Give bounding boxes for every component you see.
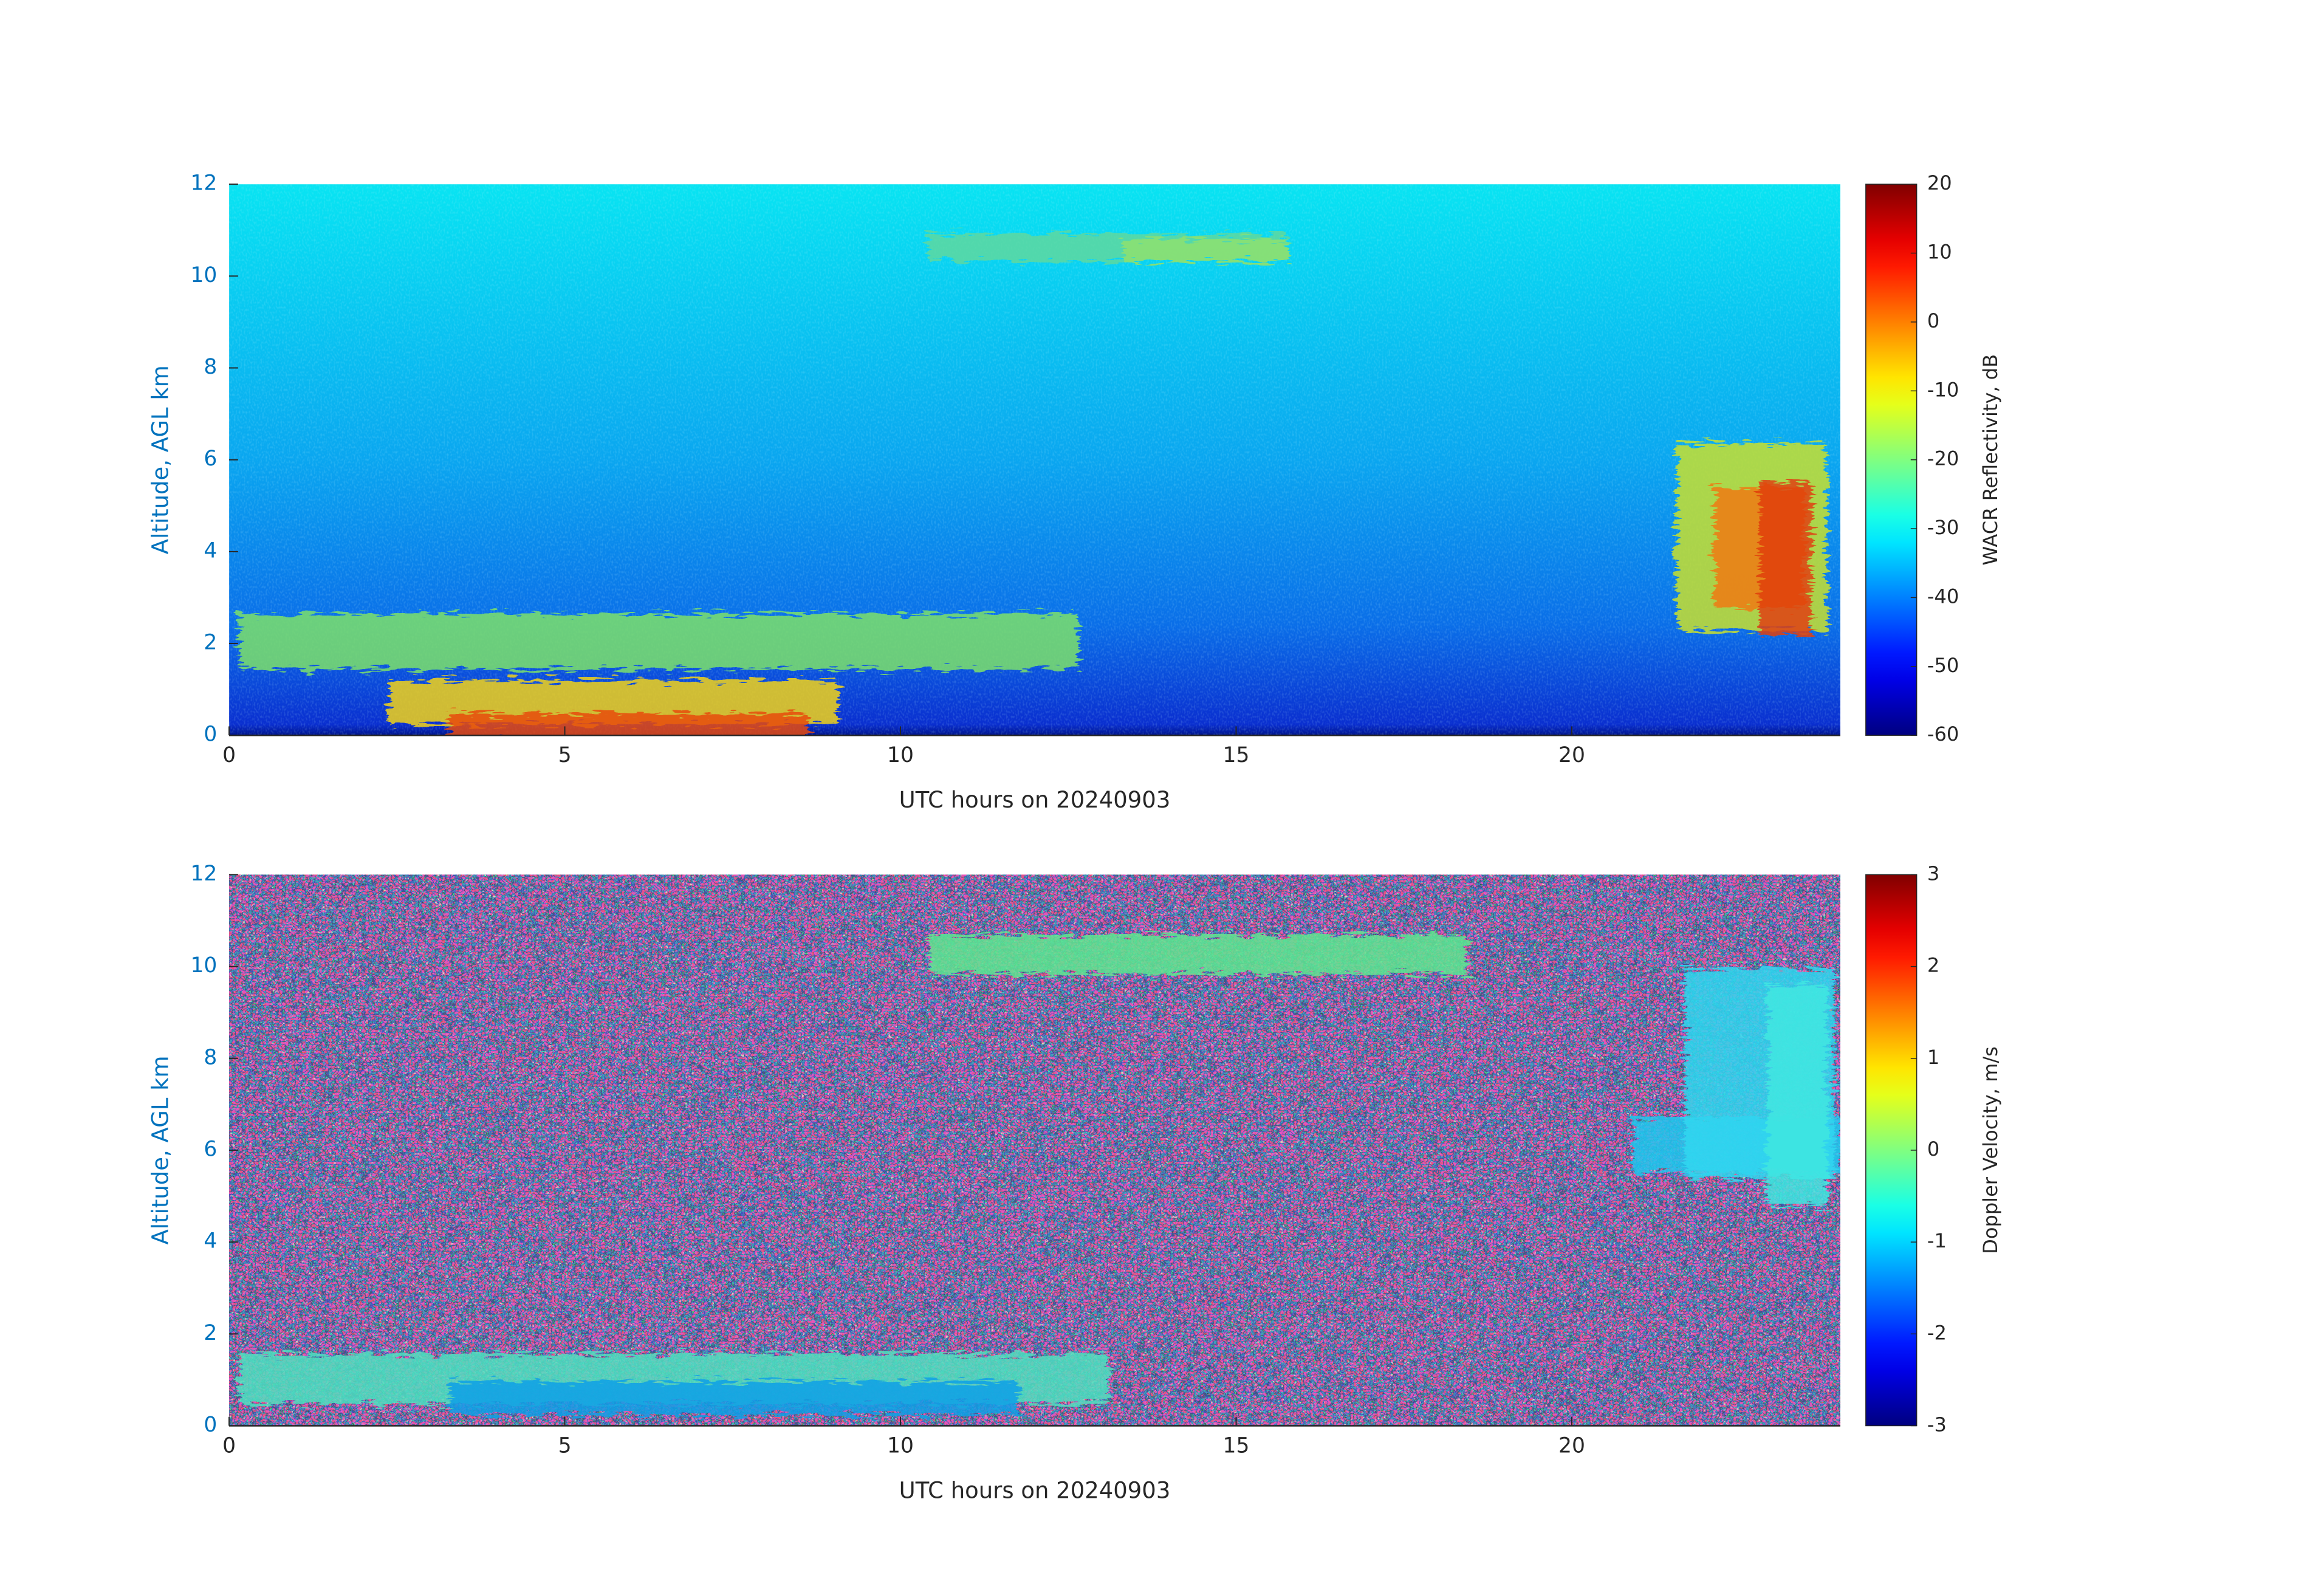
colorbar-label: WACR Reflectivity, dB [1979,354,2002,566]
cloud-patch [1123,239,1288,262]
colorbar-tick-label: -2 [1927,1321,1947,1344]
colorbar-tick-label: 10 [1927,241,1952,264]
heatmap [229,874,1840,1426]
x-tick-label: 5 [558,743,572,767]
colorbar-tick-label: -40 [1927,585,1959,608]
colorbar-tick-label: -60 [1927,722,1959,746]
heatmap [229,184,1840,736]
colorbar-tick-label: 0 [1927,309,1939,332]
x-tick-label: 10 [887,1433,914,1458]
cloud-patch [928,935,1468,974]
cloud-echo [239,233,1827,736]
y-tick-label: 4 [204,538,217,563]
y-tick-label: 8 [204,1045,217,1069]
x-tick-label: 20 [1558,743,1585,767]
x-tick-label: 15 [1223,1433,1250,1458]
x-tick-label: 10 [887,743,914,767]
y-tick-label: 12 [190,171,217,196]
y-axis-label: Altitude, AGL km [148,365,174,554]
colorbar-tick-label: 0 [1927,1137,1939,1161]
y-tick-label: 8 [204,355,217,379]
x-axis-label: UTC hours on 20240903 [899,1477,1171,1503]
y-tick-label: 6 [204,447,217,471]
y-tick-label: 12 [190,862,217,886]
colorbar-label: Doppler Velocity, m/s [1979,1046,2002,1254]
colorbar-tick-label: 1 [1927,1046,1939,1069]
cloud-patch [449,713,809,736]
y-tick-label: 10 [190,263,217,287]
x-tick-label: 15 [1223,743,1250,767]
x-tick-label: 0 [222,1433,236,1458]
y-tick-label: 0 [204,722,217,747]
colorbar-tick-label: -30 [1927,516,1959,539]
y-axis-label: Altitude, AGL km [148,1055,174,1244]
colorbar-tick-label: -10 [1927,378,1959,401]
x-axis-label: UTC hours on 20240903 [899,787,1171,813]
y-tick-label: 2 [204,631,217,655]
x-tick-label: 20 [1558,1433,1585,1458]
colorbar-tick-label: 2 [1927,954,1939,977]
y-tick-label: 0 [204,1413,217,1437]
x-tick-label: 0 [222,743,236,767]
colorbar-tick-label: -3 [1927,1413,1947,1436]
y-tick-label: 10 [190,953,217,978]
y-tick-label: 4 [204,1229,217,1254]
cloud-patch [1767,984,1827,1206]
colorbar-tick-label: -20 [1927,447,1959,470]
cloud-patch [1759,481,1812,636]
y-tick-label: 2 [204,1321,217,1345]
colorbar-tick-label: 20 [1927,171,1952,194]
colorbar-tick-label: -1 [1927,1229,1947,1252]
cloud-patch [239,614,1078,670]
x-tick-label: 5 [558,1433,572,1458]
colorbar-tick-label: -50 [1927,654,1959,677]
colorbar-tick-label: 3 [1927,862,1939,885]
colorbar [1865,874,1918,1427]
colorbar [1865,184,1918,736]
cloud-patch [449,1381,1018,1415]
y-tick-label: 6 [204,1137,217,1161]
cloud-echo [239,935,1840,1415]
